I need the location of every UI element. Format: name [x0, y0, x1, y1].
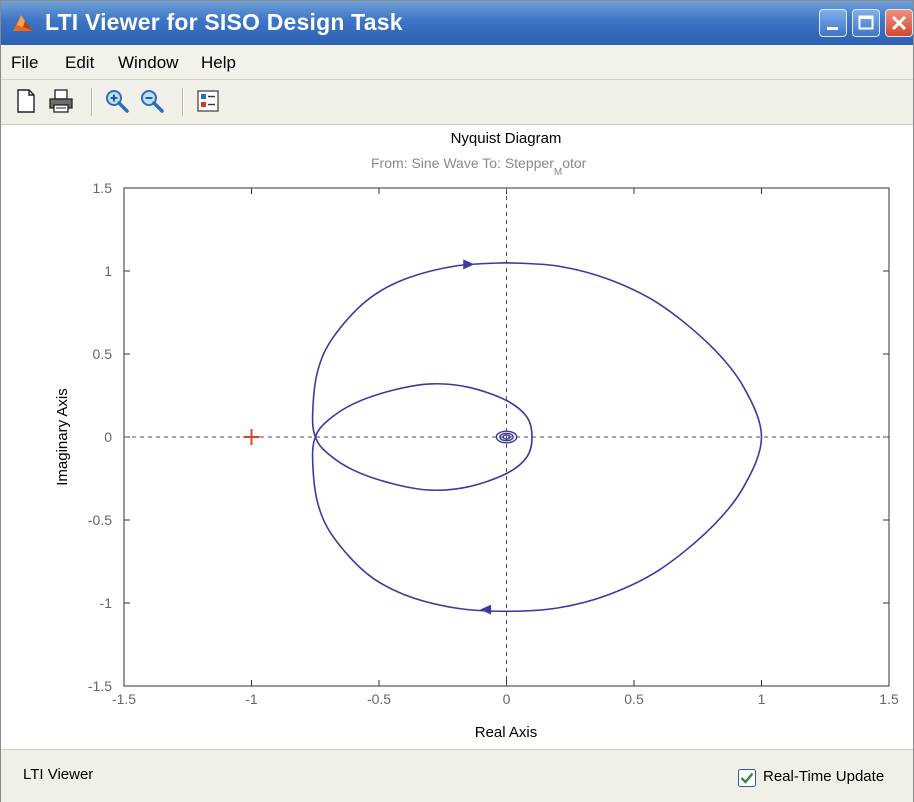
- plot-configuration-icon[interactable]: [193, 86, 223, 116]
- maximize-button[interactable]: [852, 9, 880, 37]
- critical-point: [243, 429, 260, 445]
- matlab-logo-icon: [13, 15, 33, 31]
- x-axis-label: Real Axis: [475, 724, 538, 741]
- x-tick-label: 1.5: [879, 691, 899, 707]
- plot-area: Nyquist Diagram From: Sine Wave To: Step…: [1, 125, 913, 749]
- y-tick-label: 1.5: [93, 180, 113, 196]
- x-tick-labels: -1.5 -1 -0.5 0 0.5 1 1.5: [112, 691, 899, 707]
- y-axis-label: Imaginary Axis: [54, 388, 71, 486]
- nyquist-curves: [311, 259, 763, 615]
- direction-arrow: [480, 604, 492, 615]
- direction-arrow: [463, 259, 475, 270]
- realtime-update-label: Real-Time Update: [763, 768, 885, 785]
- status-text: LTI Viewer: [23, 766, 94, 783]
- menu-help[interactable]: Help: [201, 53, 236, 72]
- zoom-out-icon[interactable]: [137, 86, 167, 116]
- nyquist-origin-loop: [495, 430, 518, 444]
- minimize-button[interactable]: [819, 9, 847, 37]
- x-tick-label: 0: [503, 691, 511, 707]
- nyquist-chart[interactable]: Nyquist Diagram From: Sine Wave To: Step…: [1, 125, 913, 749]
- y-tick-label: -0.5: [88, 512, 112, 528]
- y-tick-label: 0: [104, 429, 112, 445]
- window-title: LTI Viewer for SISO Design Task: [45, 9, 403, 35]
- minimize-icon: [827, 27, 838, 30]
- maximize-icon: [858, 15, 874, 30]
- nyquist-origin-loop: [499, 432, 514, 442]
- y-tick-label: 1: [104, 263, 112, 279]
- realtime-update-checkbox[interactable]: [738, 769, 756, 787]
- menu-window[interactable]: Window: [118, 53, 179, 72]
- menu-bar: File Edit Window Help: [1, 45, 913, 80]
- x-tick-label: -1: [245, 691, 258, 707]
- nyquist-curve: [311, 261, 763, 613]
- x-tick-label: -0.5: [367, 691, 391, 707]
- menu-edit[interactable]: Edit: [65, 53, 95, 72]
- y-tick-label: -1: [100, 595, 113, 611]
- x-tick-label: 1: [758, 691, 766, 707]
- new-figure-icon[interactable]: [11, 86, 41, 116]
- zoom-in-icon[interactable]: [102, 86, 132, 116]
- x-tick-label: 0.5: [624, 691, 644, 707]
- close-button[interactable]: [885, 9, 913, 37]
- y-tick-label: 0.5: [93, 346, 113, 362]
- toolbar-separator: [182, 88, 184, 116]
- menu-file[interactable]: File: [11, 53, 39, 72]
- title-bar[interactable]: LTI Viewer for SISO Design Task: [1, 1, 913, 45]
- x-tick-label: -1.5: [112, 691, 136, 707]
- chart-title: Nyquist Diagram: [451, 130, 562, 147]
- zero-reference-lines: [124, 188, 889, 686]
- status-bar: LTI Viewer: [1, 749, 913, 802]
- close-icon: [891, 15, 907, 31]
- chart-subtitle: From: Sine Wave To: StepperMotor: [371, 155, 587, 178]
- toolbar-separator: [91, 88, 93, 116]
- y-tick-label: -1.5: [88, 678, 112, 694]
- toolbar: [1, 80, 913, 125]
- nyquist-origin-loop: [502, 434, 511, 440]
- print-icon[interactable]: [46, 86, 76, 116]
- y-tick-labels: 1.5 1 0.5 0 -0.5 -1 -1.5: [88, 180, 112, 694]
